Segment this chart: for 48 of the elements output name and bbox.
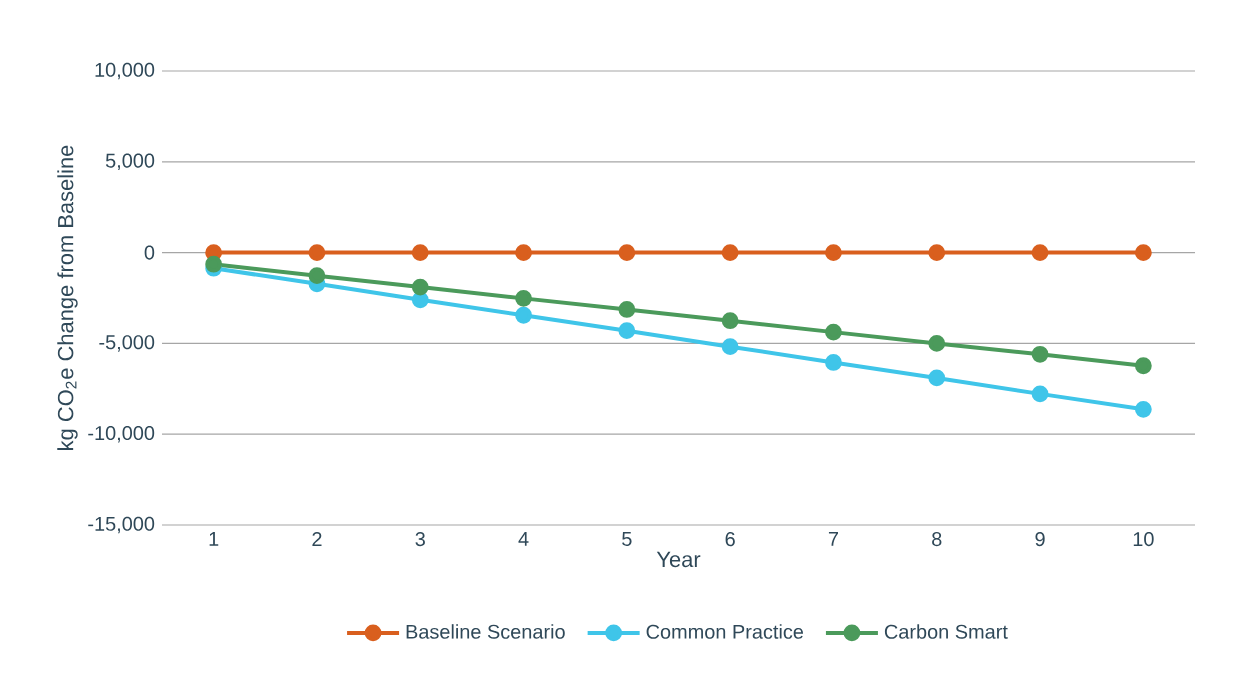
point bbox=[515, 244, 532, 261]
point bbox=[411, 278, 429, 296]
point bbox=[928, 244, 946, 261]
x-tick-label: 8 bbox=[932, 532, 942, 547]
point bbox=[825, 323, 842, 341]
y-tick-label: -15,000 bbox=[88, 516, 155, 534]
y-tick-label: -10,000 bbox=[88, 425, 155, 443]
point bbox=[1031, 385, 1049, 403]
point bbox=[1031, 345, 1049, 363]
legend-label: Common Practice bbox=[646, 624, 804, 639]
point bbox=[721, 312, 739, 330]
point bbox=[308, 244, 326, 261]
x-tick-label: 9 bbox=[1035, 532, 1045, 547]
point bbox=[721, 244, 739, 261]
point bbox=[411, 244, 429, 261]
point bbox=[515, 306, 532, 324]
point bbox=[1134, 400, 1152, 418]
y-axis-title: kg CO$_{2}$e Change from Baseline bbox=[57, 145, 78, 450]
point bbox=[515, 289, 532, 307]
legend-label: Baseline Scenario bbox=[406, 624, 565, 639]
point bbox=[205, 255, 223, 273]
x-tick-label: 6 bbox=[725, 532, 735, 547]
x-tick-label: 4 bbox=[518, 532, 529, 546]
point bbox=[825, 354, 842, 371]
point bbox=[618, 322, 636, 340]
x-tick-label: 10 bbox=[1133, 532, 1154, 547]
x-axis-title: Year bbox=[656, 551, 701, 568]
point bbox=[618, 244, 636, 261]
legend-label: Carbon Smart bbox=[884, 624, 1008, 639]
point bbox=[308, 267, 326, 285]
point bbox=[1031, 244, 1049, 261]
x-tick-label: 7 bbox=[828, 532, 839, 546]
x-tick-label: 1 bbox=[209, 532, 219, 546]
point bbox=[1134, 357, 1152, 375]
y-tick-label: -5,000 bbox=[99, 335, 155, 352]
point bbox=[928, 335, 946, 352]
point bbox=[618, 301, 636, 318]
point bbox=[411, 291, 429, 309]
point bbox=[721, 338, 739, 356]
x-tick-label: 3 bbox=[415, 532, 425, 547]
x-tick-label: 2 bbox=[312, 532, 322, 546]
point bbox=[825, 244, 842, 261]
x-tick-label: 5 bbox=[622, 532, 632, 546]
point bbox=[928, 369, 946, 387]
y-tick-label: 0 bbox=[144, 245, 155, 260]
point bbox=[1134, 244, 1152, 261]
y-tick-label: 5,000 bbox=[105, 153, 155, 171]
y-tick-label: 10,000 bbox=[95, 62, 155, 80]
